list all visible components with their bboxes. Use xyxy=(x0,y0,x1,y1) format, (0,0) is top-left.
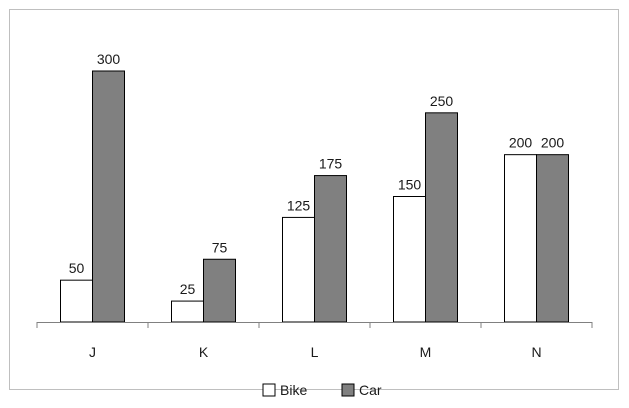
data-label-car-l: 175 xyxy=(319,156,343,172)
x-tick-label-n: N xyxy=(531,344,541,360)
legend-label-car: Car xyxy=(359,382,382,398)
x-axis: J K L M N xyxy=(36,322,593,360)
legend-swatch-bike xyxy=(262,383,276,397)
data-label-car-n: 200 xyxy=(541,135,565,151)
legend-label-bike: Bike xyxy=(280,382,307,398)
bar-bike-j xyxy=(60,279,93,323)
bars-layer xyxy=(60,70,569,323)
x-tick-label-j: J xyxy=(89,344,96,360)
bar-bike-k xyxy=(171,300,204,323)
data-label-car-k: 75 xyxy=(212,239,228,255)
data-label-bike-l: 125 xyxy=(287,197,311,213)
bar-car-n xyxy=(536,154,569,323)
x-tick-label-k: K xyxy=(199,344,209,360)
data-label-car-j: 300 xyxy=(97,51,121,67)
x-tick-label-m: M xyxy=(420,344,432,360)
data-label-bike-n: 200 xyxy=(509,135,533,151)
data-label-car-m: 250 xyxy=(430,93,454,109)
bar-car-k xyxy=(203,258,236,323)
bar-bike-m xyxy=(393,196,426,323)
legend: Bike Car xyxy=(262,382,382,398)
x-tick-label-l: L xyxy=(311,344,319,360)
bar-car-j xyxy=(92,70,125,323)
bar-car-m xyxy=(425,112,458,323)
bar-car-l xyxy=(314,175,347,323)
bar-bike-n xyxy=(504,154,537,323)
data-label-bike-j: 50 xyxy=(69,260,85,276)
data-label-bike-m: 150 xyxy=(398,177,422,193)
data-label-bike-k: 25 xyxy=(180,281,196,297)
bar-bike-l xyxy=(282,216,315,323)
data-labels-layer: 50 300 25 75 125 175 150 250 200 200 xyxy=(69,51,565,297)
legend-swatch-car xyxy=(341,383,355,397)
